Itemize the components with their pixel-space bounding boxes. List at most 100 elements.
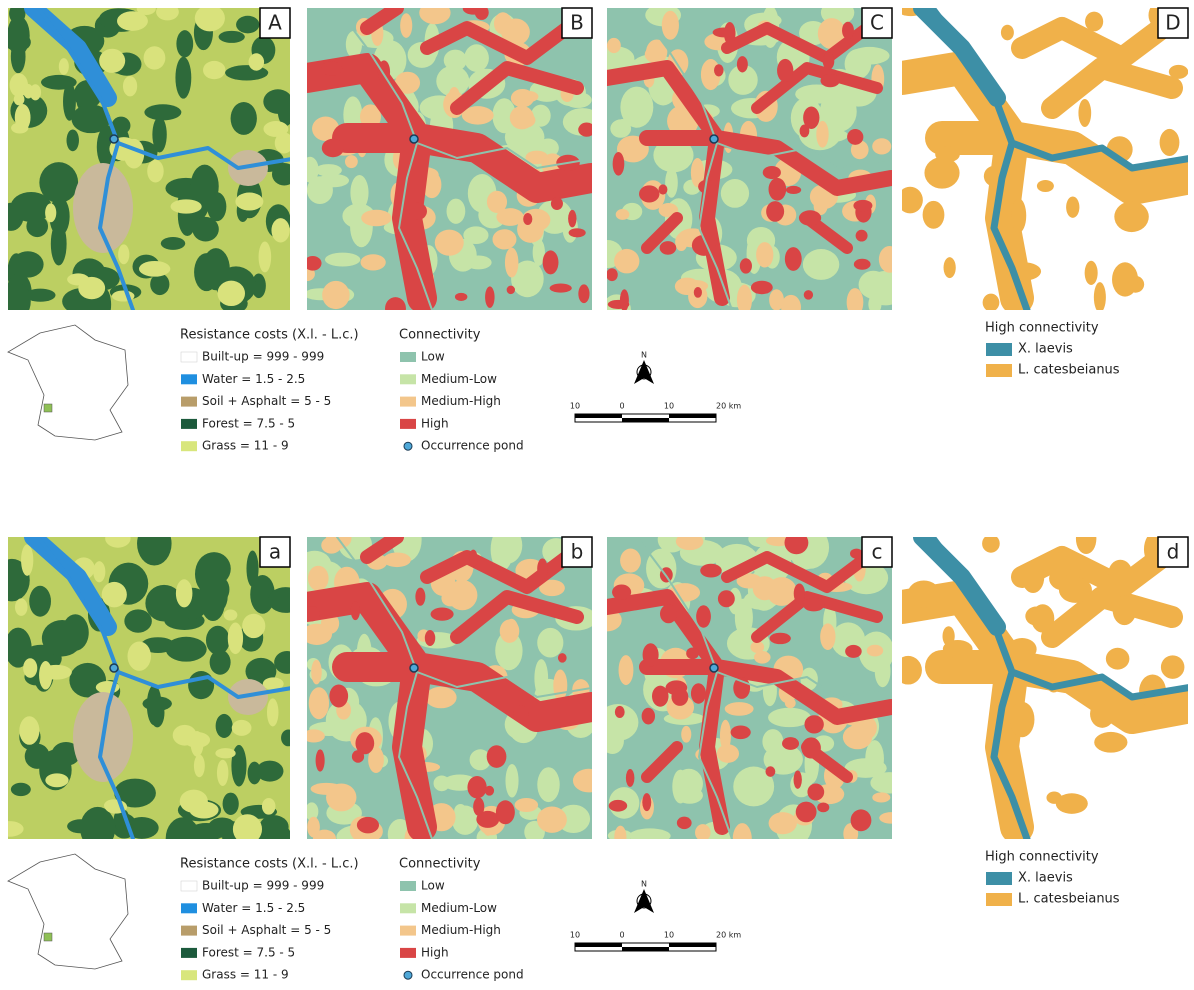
legend-swatch: [400, 374, 416, 385]
map-patch: [11, 122, 29, 134]
legend-label: High: [421, 945, 449, 959]
legend-swatch: [181, 947, 197, 958]
occurrence-pond: [409, 663, 419, 673]
map-patch: [268, 587, 290, 613]
map-patch: [942, 626, 955, 647]
map-patch: [612, 152, 625, 176]
map-patch: [675, 233, 688, 252]
map-patch: [170, 199, 202, 214]
map-patch: [29, 585, 51, 617]
map-patch: [274, 651, 290, 674]
map-patch: [803, 106, 820, 129]
map-patch: [383, 552, 411, 568]
map-patch: [777, 58, 794, 83]
map-patch: [111, 116, 131, 135]
map-patch: [639, 185, 660, 203]
panel-label-box: [861, 536, 893, 568]
map-patch: [256, 760, 284, 782]
legend-title: High connectivity: [985, 321, 1099, 336]
map-patch: [447, 580, 478, 611]
legend-title: High connectivity: [985, 850, 1099, 865]
map-patch: [485, 286, 495, 308]
legend-label: Medium-Low: [421, 901, 497, 915]
map-patch: [820, 73, 840, 88]
map-patch: [690, 683, 707, 704]
map-patch: [486, 190, 508, 213]
north-arrow: [634, 889, 654, 913]
legend-label: Occurrence pond: [421, 439, 524, 453]
legend-swatch: [400, 903, 416, 914]
map-patch: [307, 802, 319, 821]
map-patch: [45, 203, 57, 223]
map-patch: [879, 812, 892, 824]
legend-label: High: [421, 416, 449, 430]
map-patch: [1036, 179, 1054, 193]
map-patch: [870, 772, 892, 794]
map-feature: [636, 8, 892, 310]
legend-swatch: [400, 881, 416, 891]
legend-label: L. catesbeianus: [1018, 892, 1120, 907]
map-patch: [236, 15, 260, 34]
legend-swatch: [181, 970, 197, 981]
map-patch: [644, 46, 666, 63]
map-patch: [504, 618, 519, 641]
legend-swatch: [400, 418, 416, 429]
map-patch: [614, 705, 625, 719]
map-patch: [194, 253, 219, 292]
map-patch: [14, 598, 28, 616]
map-patch: [230, 101, 257, 135]
map-patch: [616, 119, 629, 136]
legend-label: Soil + Asphalt = 5 - 5: [202, 923, 331, 937]
map-patch: [51, 742, 81, 766]
map-patch: [248, 53, 265, 71]
map-patch: [63, 82, 76, 121]
map-patch: [719, 719, 731, 752]
map-patch: [261, 797, 276, 815]
map-patch: [765, 766, 776, 777]
map-patch: [467, 775, 487, 799]
legend-label: Water = 1.5 - 2.5: [202, 901, 305, 915]
map-patch: [10, 782, 31, 797]
legend-title: Resistance costs (X.l. - L.c.): [180, 328, 359, 343]
map-patch: [160, 237, 186, 250]
map-patch: [124, 816, 159, 839]
legend-swatch: [180, 880, 198, 892]
map-patch: [1108, 559, 1133, 586]
map-patch: [572, 768, 592, 793]
map-patch: [58, 58, 69, 75]
map-patch: [578, 284, 590, 304]
map-patch: [671, 687, 689, 706]
map-patch: [425, 686, 457, 709]
map-patch: [308, 687, 330, 720]
map-patch: [361, 209, 392, 227]
map-feature: [336, 8, 592, 310]
map-patch: [550, 197, 563, 210]
map-patch: [492, 98, 516, 134]
map-patch: [430, 607, 454, 621]
map-patch: [464, 44, 489, 72]
map-patch: [175, 579, 193, 608]
map-patch: [322, 280, 350, 310]
map-patch: [872, 792, 891, 803]
legend-label: L. catesbeianus: [1018, 363, 1120, 378]
legend-swatch: [181, 441, 197, 452]
map-patch: [568, 209, 577, 228]
map-patch: [24, 743, 50, 769]
map-patch: [351, 750, 365, 763]
map-patch: [676, 816, 692, 830]
map-patch: [321, 138, 345, 158]
map-patch: [321, 61, 343, 76]
map-patch: [750, 641, 765, 654]
map-patch: [1090, 700, 1115, 728]
map-patch: [329, 684, 349, 708]
map-patch: [232, 814, 263, 839]
map-patch: [549, 283, 572, 293]
map-panel: [607, 8, 892, 310]
map-patch: [1011, 198, 1027, 233]
map-patch: [924, 157, 960, 189]
map-patch: [66, 129, 79, 152]
legend-title: Connectivity: [399, 857, 481, 872]
map-patch: [504, 247, 519, 278]
map-patch: [510, 88, 535, 108]
occurrence-pond: [709, 134, 719, 144]
